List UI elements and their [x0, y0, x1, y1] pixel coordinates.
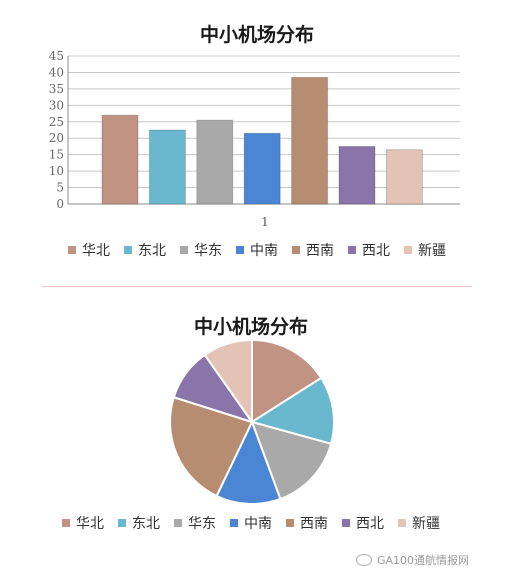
legend-item: 西南 [292, 240, 334, 260]
y-tick-label: 40 [49, 65, 64, 79]
bar [196, 119, 234, 205]
bar-chart-title: 中小机场分布 [199, 24, 314, 46]
y-tick-label: 35 [49, 82, 64, 96]
bar-chart: 0 5 10 15 20 25 30 35 40 45 1 [49, 49, 460, 229]
legend-item: 华北 [62, 513, 104, 533]
watermark-text: GA100通航情报网 [377, 554, 470, 567]
pie-slice [251, 338, 323, 424]
bar [385, 149, 423, 205]
legend-swatch [62, 519, 70, 527]
legend-label: 华北 [82, 243, 110, 259]
y-tick-label: 10 [49, 164, 64, 178]
legend-label: 西北 [362, 243, 390, 259]
legend-label: 华东 [188, 516, 216, 532]
legend-swatch [292, 246, 300, 254]
legend-item: 新疆 [398, 513, 440, 533]
legend-item: 东北 [118, 513, 160, 533]
legend-label: 华东 [194, 243, 222, 259]
legend-item: 中南 [230, 513, 272, 533]
divider [42, 286, 472, 287]
legend-label: 西南 [300, 516, 328, 532]
legend-label: 中南 [250, 243, 278, 259]
watermark: GA100通航情报网 [356, 552, 469, 568]
bar [243, 132, 281, 205]
legend-swatch [118, 519, 126, 527]
bar [291, 76, 329, 205]
legend-item: 新疆 [404, 240, 446, 260]
legend-label: 西南 [306, 243, 334, 259]
legend-swatch [230, 519, 238, 527]
pie-slice [203, 338, 253, 426]
legend-item: 西北 [342, 513, 384, 533]
legend-label: 新疆 [418, 243, 446, 259]
legend-item: 东北 [124, 240, 166, 260]
legend-label: 东北 [138, 243, 166, 259]
legend-label: 华北 [76, 516, 104, 532]
pie-chart [169, 338, 335, 505]
legend-swatch [348, 246, 356, 254]
y-tick-label: 15 [49, 148, 64, 162]
pie-slice [250, 420, 333, 501]
legend-swatch [180, 246, 188, 254]
y-tick-label: 25 [49, 115, 64, 129]
legend-label: 西北 [356, 516, 384, 532]
legend-swatch [124, 246, 132, 254]
legend-label: 东北 [132, 516, 160, 532]
legend-item: 华东 [174, 513, 216, 533]
legend-item: 西北 [348, 240, 390, 260]
bar [338, 145, 376, 205]
y-tick-label: 30 [49, 98, 64, 112]
legend-item: 华东 [180, 240, 222, 260]
bar-chart-legend: 华北 东北 华东 中南 西南 西北 新疆 [0, 240, 514, 260]
y-tick-label: 5 [56, 181, 64, 195]
pie-slice [215, 419, 282, 505]
legend-item: 中南 [236, 240, 278, 260]
legend-swatch [236, 246, 244, 254]
y-tick-label: 45 [49, 49, 64, 63]
legend-swatch [342, 519, 350, 527]
legend-item: 西南 [286, 513, 328, 533]
bar [148, 129, 186, 205]
y-tick-label: 20 [49, 131, 64, 145]
legend-swatch [68, 246, 76, 254]
legend-swatch [404, 246, 412, 254]
y-tick-label: 0 [56, 197, 64, 211]
legend-swatch [398, 519, 406, 527]
legend-label: 中南 [244, 516, 272, 532]
legend-item: 华北 [68, 240, 110, 260]
pie-slice [169, 395, 254, 498]
legend-swatch [286, 519, 294, 527]
legend-swatch [174, 519, 182, 527]
x-tick-label: 1 [261, 215, 269, 229]
wechat-logo-icon [356, 554, 372, 566]
pie-chart-legend: 华北 东北 华东 中南 西南 西北 新疆 [0, 513, 508, 533]
bar [101, 114, 139, 205]
pie-chart-title: 中小机场分布 [193, 316, 308, 338]
legend-label: 新疆 [412, 516, 440, 532]
